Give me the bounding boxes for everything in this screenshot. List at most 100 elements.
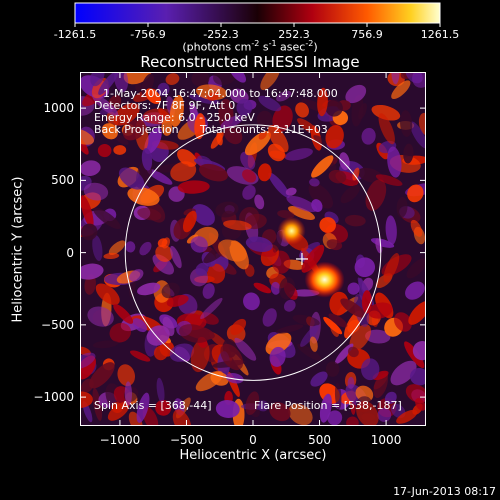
- heatmap-cell: [334, 382, 342, 410]
- heatmap-cell: [377, 407, 392, 422]
- heatmap-cell: [325, 99, 343, 117]
- heatmap-cell: [319, 217, 336, 233]
- heatmap-cell: [200, 297, 223, 320]
- heatmap-cell: [267, 125, 289, 153]
- heatmap-cell: [356, 400, 379, 426]
- heatmap-cell: [357, 167, 384, 184]
- y-axis-label: Heliocentric Y (arcsec): [10, 176, 26, 323]
- heatmap-cell: [210, 371, 229, 386]
- heatmap-cell: [152, 254, 175, 275]
- heatmap-cell: [405, 384, 426, 403]
- heatmap-cell: [286, 195, 318, 213]
- heatmap-cell: [317, 87, 328, 117]
- heatmap-cell: [270, 281, 281, 295]
- heatmap-cell: [109, 322, 132, 343]
- heatmap-cell: [89, 362, 115, 389]
- heatmap-cell: [240, 151, 256, 170]
- heatmap-cell: [216, 132, 223, 146]
- colorbar-gradient: [74, 2, 441, 24]
- x-tick-label: 500: [308, 433, 331, 447]
- heatmap-cell: [145, 88, 161, 104]
- heatmap-cell: [387, 146, 402, 178]
- heatmap-cell: [170, 161, 197, 182]
- heatmap-cell: [390, 360, 417, 386]
- heatmap-cell: [198, 163, 228, 182]
- heatmap-cell: [276, 90, 292, 102]
- heatmap-cell: [113, 145, 127, 155]
- heatmap-cell: [272, 105, 293, 132]
- heatmap-cell: [92, 94, 119, 117]
- heatmap-cell: [349, 324, 372, 351]
- heatmap-source-secondary: [277, 216, 306, 245]
- heatmap-cell: [297, 343, 322, 361]
- heatmap-cell: [378, 113, 395, 145]
- heatmap-cell: [161, 118, 173, 136]
- y-tick-label: −500: [41, 317, 74, 332]
- heatmap-cell: [218, 239, 247, 262]
- heatmap-cell: [137, 282, 161, 296]
- heatmap-cell: [319, 393, 332, 423]
- heatmap-cell: [327, 410, 343, 426]
- heatmap-cell: [375, 174, 403, 186]
- x-tick-label: 1000: [370, 433, 402, 447]
- heatmap-cell: [234, 337, 257, 361]
- heatmap-cell: [361, 127, 376, 145]
- heatmap-cell: [80, 263, 104, 280]
- heatmap-cell: [361, 358, 380, 381]
- heatmap-cell: [334, 343, 354, 365]
- heatmap-cell: [87, 306, 114, 327]
- heatmap-cell: [283, 299, 296, 312]
- heatmap-cell: [292, 314, 320, 327]
- heatmap-cell: [347, 282, 360, 295]
- heatmap-cell: [383, 253, 400, 283]
- x-axis-label: Heliocentric X (arcsec): [179, 448, 327, 463]
- heatmap-cell: [344, 214, 366, 227]
- heatmap-cell: [190, 236, 208, 253]
- heatmap-cell: [215, 400, 240, 418]
- heatmap-cell: [166, 294, 189, 307]
- heatmap-cell: [157, 238, 168, 248]
- heatmap-cell: [329, 291, 349, 316]
- heatmap-cell: [394, 312, 412, 332]
- x-tick-label: −500: [169, 433, 203, 447]
- heatmap-cell: [345, 84, 367, 104]
- heatmap-cell: [80, 133, 89, 155]
- heatmap-cell: [277, 210, 295, 219]
- heatmap-cell: [155, 399, 172, 416]
- heatmap-cell: [202, 283, 215, 299]
- heatmap-cell: [347, 319, 361, 333]
- heatmap-cell: [236, 98, 253, 117]
- heatmap-cell: [309, 178, 320, 187]
- heatmap-cell: [313, 135, 332, 149]
- heatmap-cell: [165, 73, 180, 85]
- heatmap-cell: [242, 184, 256, 200]
- colorbar-tick-label: 252.3: [278, 28, 310, 41]
- heatmap-cell: [408, 301, 426, 325]
- heatmap-cell: [92, 388, 103, 421]
- heatmap-cell: [253, 282, 272, 294]
- heatmap-cell: [284, 148, 313, 161]
- heatmap-cell: [268, 172, 290, 198]
- heatmap-cell: [415, 398, 426, 411]
- y-tick-label: 0: [66, 245, 74, 260]
- heatmap-cell: [92, 235, 103, 262]
- heatmap-cell: [325, 124, 344, 149]
- heatmap-cell: [396, 196, 408, 218]
- heatmap-cell: [412, 341, 426, 361]
- heatmap-cell: [409, 367, 426, 386]
- heatmap-cell: [146, 325, 170, 346]
- heatmap-cell: [225, 372, 244, 384]
- heatmap-cell: [300, 324, 319, 347]
- heatmap-cell: [118, 167, 145, 190]
- heatmap-cell: [170, 245, 182, 269]
- heatmap-cell: [113, 133, 129, 145]
- heatmap-cell: [403, 143, 414, 164]
- heatmap-cell: [229, 72, 247, 83]
- heatmap-cell: [267, 143, 285, 162]
- heatmap-cell: [108, 240, 126, 256]
- heatmap-cell: [169, 343, 195, 362]
- heatmap-cell: [92, 340, 119, 349]
- heatmap-cell: [385, 215, 397, 245]
- heatmap-cell: [254, 194, 265, 210]
- heatmap-cell: [215, 201, 239, 218]
